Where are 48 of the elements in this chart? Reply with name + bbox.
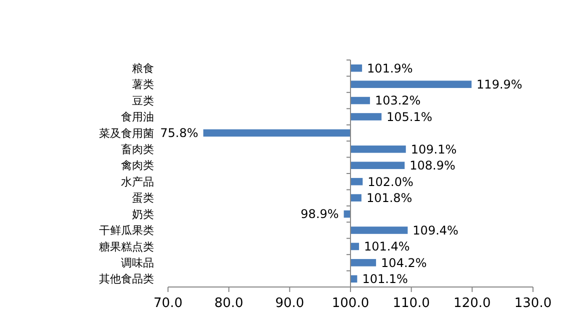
data-label: 109.4%: [412, 223, 458, 238]
data-label: 108.9%: [410, 158, 456, 173]
data-label: 104.2%: [381, 256, 427, 270]
x-tick-label: 70.0: [154, 296, 182, 311]
bar: [350, 194, 362, 202]
x-tick-label: 100.0: [332, 296, 370, 311]
data-label: 105.1%: [386, 110, 432, 124]
data-label: 109.1%: [410, 142, 457, 156]
data-label: 101.8%: [366, 191, 412, 206]
bar: [350, 96, 370, 104]
y-tick-label: 蛋类: [132, 192, 154, 205]
x-tick-label: 120.0: [454, 296, 491, 311]
bar: [203, 129, 350, 137]
bar: [350, 242, 360, 250]
x-tick-label: 90.0: [275, 296, 304, 311]
x-tick-label: 110.0: [392, 296, 430, 311]
y-tick-label: 薯类: [132, 78, 154, 92]
bar: [350, 259, 376, 266]
y-tick-label: 豆类: [132, 94, 154, 108]
data-label: 98.9%: [300, 207, 339, 222]
y-tick-label: 水产品: [121, 175, 154, 188]
x-tick-label: 130.0: [514, 296, 552, 311]
data-label: 102.0%: [368, 174, 414, 189]
data-label: 101.4%: [364, 240, 410, 254]
data-label: 75.8%: [160, 126, 198, 140]
bar: [350, 80, 472, 88]
data-label: 101.9%: [367, 61, 413, 76]
y-tick-label: 菜及食用菌: [99, 126, 154, 140]
bar: [350, 275, 358, 283]
y-tick-label: 食用油: [121, 110, 154, 124]
y-tick-label: 畜肉类: [121, 143, 154, 156]
bar: [350, 162, 405, 170]
y-tick-label: 干鲜瓜果类: [99, 224, 154, 238]
y-tick-label: 粮食: [132, 62, 154, 75]
data-label: 103.2%: [374, 94, 421, 108]
y-tick-label: 奶类: [132, 208, 154, 221]
data-label: 101.1%: [362, 272, 408, 286]
bar: [350, 146, 406, 153]
bar: [350, 113, 382, 120]
y-tick-label: 其他食品类: [99, 272, 154, 286]
bar: [350, 64, 362, 72]
data-label: 119.9%: [476, 78, 522, 92]
bar: [350, 178, 363, 186]
y-tick-label: 调味品: [121, 256, 154, 270]
x-tick-label: 80.0: [214, 296, 244, 311]
y-tick-label: 禽肉类: [121, 159, 154, 172]
y-tick-label: 糖果糕点类: [99, 240, 154, 254]
bar: [350, 226, 408, 234]
